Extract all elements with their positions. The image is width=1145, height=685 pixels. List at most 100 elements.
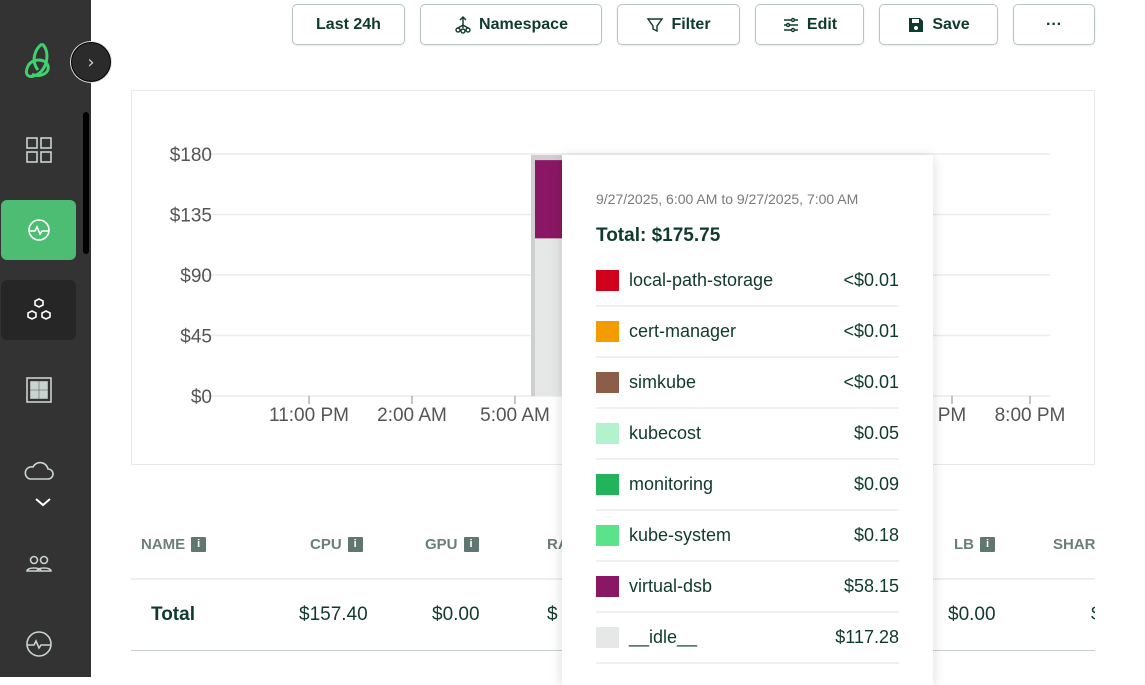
more-options-button[interactable]: ··· (1013, 4, 1095, 45)
namespace-cost: $58.15 (843, 576, 899, 596)
sidebar-item-dashboard[interactable] (1, 360, 76, 420)
legend-swatch (596, 474, 619, 495)
save-label: Save (932, 15, 970, 33)
legend-swatch (596, 525, 619, 546)
info-icon[interactable]: i (191, 537, 207, 552)
tooltip-row: monitoring $0.09 (596, 460, 899, 511)
edit-button[interactable]: Edit (755, 4, 864, 45)
grid-icon (25, 137, 52, 163)
x-tick-label: PM (938, 405, 967, 426)
namespace-cost: $0.05 (853, 423, 899, 443)
hierarchy-icon (455, 15, 471, 34)
total-shared: $ (1091, 604, 1095, 626)
legend-swatch (596, 423, 619, 444)
sidebar-item-overview[interactable] (1, 120, 76, 180)
legend-swatch (596, 270, 619, 291)
legend-swatch (596, 372, 619, 393)
total-ram: $ (547, 604, 558, 625)
legend-swatch (596, 627, 619, 648)
health-icon (25, 631, 52, 657)
tooltip-row: virtual-dsb $58.15 (596, 562, 899, 613)
total-lb: $0.00 (948, 604, 996, 625)
legend-swatch (596, 576, 619, 597)
total-gpu: $0.00 (432, 604, 480, 625)
pulse-icon (27, 219, 50, 241)
chevron-right-icon: › (87, 51, 95, 73)
sidebar-item-teams[interactable] (1, 534, 76, 594)
filter-icon (647, 17, 664, 32)
header-label: NAME (141, 536, 186, 553)
column-header-gpu[interactable]: GPU i (425, 536, 479, 553)
save-button[interactable]: Save (879, 4, 998, 45)
column-header-lb[interactable]: LB i (954, 536, 995, 553)
total-name: Total (151, 604, 195, 625)
tooltip-row: cert-manager <$0.01 (596, 307, 899, 358)
sidebar (0, 0, 91, 677)
bar-segment-virtual-dsb[interactable] (535, 160, 567, 239)
filter-button[interactable]: Filter (617, 4, 740, 45)
x-tick-label: 2:00 AM (377, 405, 447, 426)
namespace-name: local-path-storage (629, 270, 774, 290)
namespace-name: __idle__ (629, 627, 698, 647)
tooltip-row: __idle__ $117.28 (596, 613, 899, 664)
namespace-name: kubecost (629, 423, 702, 443)
sidebar-item-cloud[interactable] (1, 440, 76, 500)
time-range-button[interactable]: Last 24h (292, 4, 405, 45)
sliders-icon (783, 17, 798, 32)
edit-label: Edit (806, 15, 838, 33)
filter-label: Filter (671, 15, 711, 33)
tooltip-row: simkube <$0.01 (596, 358, 899, 409)
header-label: LB (954, 536, 974, 553)
namespace-name: kube-system (629, 525, 732, 545)
info-icon[interactable]: i (463, 537, 479, 552)
y-tick-label: $0 (191, 387, 212, 408)
sidebar-item-monitor[interactable] (1, 200, 76, 260)
tooltip-total: Total: $175.75 (596, 225, 721, 246)
namespace-name: virtual-dsb (629, 576, 713, 596)
tooltip-range: 9/27/2025, 6:00 AM to 9/27/2025, 7:00 AM (596, 191, 859, 207)
tooltip-row: local-path-storage <$0.01 (596, 256, 899, 307)
y-tick-label: $135 (170, 206, 212, 227)
x-tick-label: 8:00 PM (995, 405, 1066, 426)
header-label: GPU (425, 536, 458, 553)
sidebar-item-allocations[interactable] (1, 280, 76, 340)
namespace-cost: <$0.01 (843, 372, 899, 392)
namespace-name: monitoring (629, 474, 714, 494)
header-label: SHAR (1053, 536, 1095, 553)
total-cpu: $157.40 (299, 604, 368, 625)
sidebar-scrollbar[interactable] (83, 112, 89, 254)
chevron-down-icon[interactable] (33, 494, 53, 508)
namespace-label: Namespace (479, 15, 568, 33)
bar-segment-idle[interactable] (535, 238, 567, 396)
cloud-icon (24, 461, 54, 480)
namespace-cost: <$0.01 (843, 270, 899, 290)
column-header-shared[interactable]: SHAR (1053, 536, 1095, 553)
time-range-label: Last 24h (316, 15, 381, 33)
floppy-disk-icon (909, 17, 924, 32)
tooltip-row: kube-system $0.18 (596, 511, 899, 562)
users-icon (25, 555, 52, 572)
info-icon[interactable]: i (347, 537, 363, 552)
y-tick-label: $90 (180, 266, 212, 287)
more-icon: ··· (1046, 15, 1062, 33)
sidebar-item-health[interactable] (1, 614, 76, 674)
column-header-cpu[interactable]: CPU i (310, 536, 363, 553)
legend-swatch (596, 321, 619, 342)
namespace-name: simkube (629, 372, 697, 392)
namespace-cost: $117.28 (835, 627, 899, 647)
x-tick-label: 11:00 PM (269, 405, 349, 426)
namespace-cost: $0.09 (853, 474, 899, 494)
namespace-name: cert-manager (629, 321, 737, 341)
y-tick-label: $180 (170, 145, 212, 166)
header-label: CPU (310, 536, 342, 553)
column-header-name[interactable]: NAME i (141, 536, 207, 553)
aggregate-namespace-button[interactable]: Namespace (420, 4, 602, 45)
expand-sidebar-button[interactable]: › (71, 42, 111, 82)
info-icon[interactable]: i (980, 537, 995, 552)
namespace-cost: <$0.01 (843, 321, 899, 341)
y-tick-label: $45 (180, 327, 212, 348)
hexagons-icon (26, 298, 51, 320)
x-tick-label: 5:00 AM (480, 405, 550, 426)
logo[interactable] (22, 40, 56, 86)
dashboard-icon (25, 377, 52, 403)
